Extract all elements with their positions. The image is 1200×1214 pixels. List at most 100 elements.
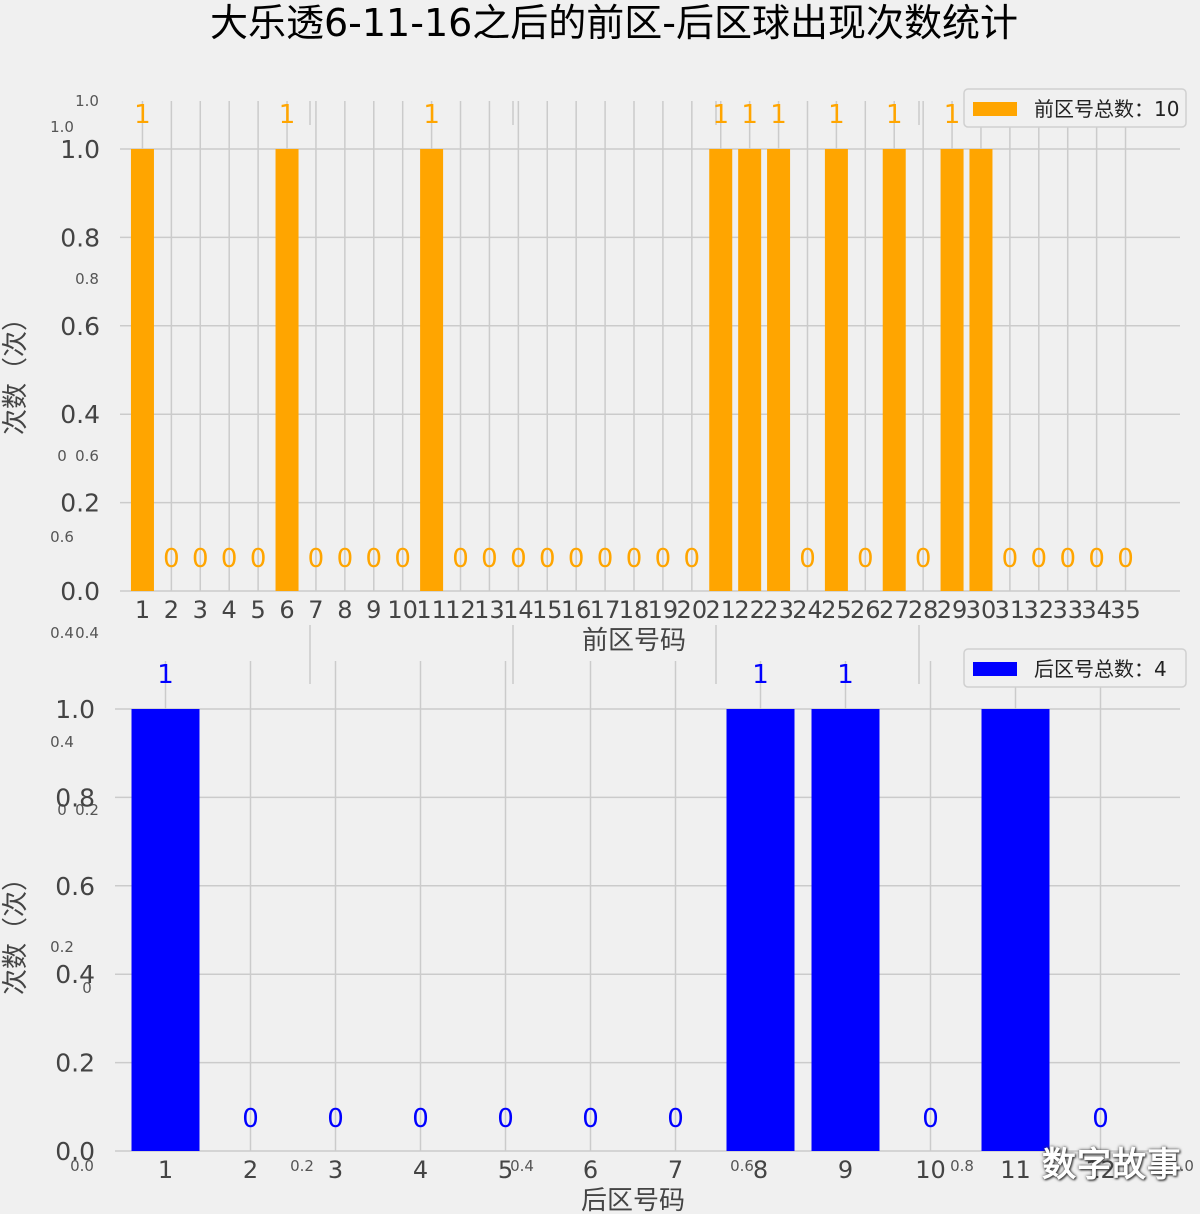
data-label: 0	[394, 544, 411, 574]
background-y-tick-label: 0	[57, 447, 67, 465]
x-tick-label: 8	[753, 1156, 768, 1184]
x-tick-label: 16	[561, 596, 592, 624]
data-label: 0	[365, 544, 382, 574]
front-zone-chart: 0.00.20.40.60.81.01120304050617080901001…	[1, 88, 1187, 656]
x-tick-label: 7	[308, 596, 323, 624]
background-y-tick-label: 0.6	[50, 528, 74, 546]
bar	[709, 149, 733, 591]
background-x-tick-label: 0.6	[730, 1157, 754, 1175]
bar	[726, 709, 795, 1151]
x-axis-label: 后区号码	[581, 1186, 685, 1214]
x-tick-label: 4	[413, 1156, 428, 1184]
data-label: 0	[452, 544, 469, 574]
data-label: 0	[655, 544, 672, 574]
chart-title: 大乐透6-11-16之后的前区-后区球出现次数统计	[210, 1, 1018, 45]
x-tick-label: 10	[387, 596, 418, 624]
x-tick-label: 30	[966, 596, 997, 624]
legend-label: 后区号总数：4	[1034, 657, 1167, 681]
data-label: 0	[242, 1104, 259, 1134]
data-label: 0	[857, 544, 874, 574]
data-label: 1	[828, 100, 845, 130]
y-tick-label: 1.0	[60, 135, 100, 164]
data-label: 0	[667, 1104, 684, 1134]
data-label: 0	[1002, 544, 1019, 574]
data-label: 0	[1031, 544, 1048, 574]
x-tick-label: 4	[222, 596, 237, 624]
x-tick-label: 14	[503, 596, 534, 624]
x-tick-label: 20	[677, 596, 708, 624]
y-tick-label: 0.6	[60, 312, 100, 341]
x-tick-label: 21	[705, 596, 736, 624]
x-tick-label: 9	[366, 596, 381, 624]
data-label: 1	[134, 100, 151, 130]
x-tick-label: 34	[1081, 596, 1112, 624]
background-y-tick-label: 0.2	[75, 801, 99, 819]
background-y-tick-label: 0.4	[75, 624, 99, 642]
x-tick-label: 6	[583, 1156, 598, 1184]
x-tick-label: 12	[445, 596, 476, 624]
background-y-tick-label: 0.2	[50, 938, 74, 956]
y-tick-label: 0.0	[60, 577, 100, 606]
x-tick-label: 27	[879, 596, 910, 624]
data-label: 0	[412, 1104, 429, 1134]
bar	[738, 149, 762, 591]
data-label: 0	[250, 544, 267, 574]
legend-label: 前区号总数：10	[1034, 97, 1179, 121]
data-label: 0	[308, 544, 325, 574]
x-tick-label: 25	[821, 596, 852, 624]
data-label: 0	[221, 544, 238, 574]
x-tick-label: 1	[158, 1156, 173, 1184]
x-tick-label: 10	[915, 1156, 946, 1184]
data-label: 1	[886, 100, 903, 130]
x-tick-label: 8	[337, 596, 352, 624]
legend-box	[963, 648, 1187, 688]
data-label: 0	[497, 1104, 514, 1134]
x-tick-label: 23	[763, 596, 794, 624]
y-tick-label: 0.4	[60, 400, 100, 429]
data-label: 0	[684, 544, 701, 574]
x-tick-label: 35	[1110, 596, 1141, 624]
x-tick-label: 15	[532, 596, 563, 624]
data-label: 0	[922, 1104, 939, 1134]
data-label: 0	[1092, 1104, 1109, 1134]
bar	[969, 149, 993, 591]
background-x-tick-label: 0.8	[950, 1157, 974, 1175]
x-axis-label: 前区号码	[582, 626, 686, 656]
y-tick-label: 0.2	[55, 1049, 95, 1078]
x-tick-label: 11	[1000, 1156, 1031, 1184]
x-tick-label: 7	[668, 1156, 683, 1184]
legend-box	[963, 88, 1187, 128]
x-tick-label: 2	[243, 1156, 258, 1184]
y-axis-label: 次数（次）	[1, 305, 31, 435]
x-tick-label: 2	[164, 596, 179, 624]
y-axis-label: 次数（次）	[1, 865, 31, 995]
data-label: 0	[163, 544, 180, 574]
x-tick-label: 5	[250, 596, 265, 624]
x-tick-label: 5	[498, 1156, 513, 1184]
legend-swatch	[973, 662, 1017, 676]
y-tick-label: 0.2	[60, 489, 100, 518]
background-y-tick-label: 0.8	[75, 270, 99, 288]
bar	[940, 149, 964, 591]
x-tick-label: 18	[619, 596, 650, 624]
x-tick-label: 32	[1024, 596, 1055, 624]
bar	[131, 709, 200, 1151]
bar	[811, 709, 880, 1151]
x-tick-label: 19	[648, 596, 679, 624]
x-tick-label: 1	[135, 596, 150, 624]
legend-swatch	[973, 102, 1017, 116]
data-label: 1	[837, 660, 854, 690]
data-label: 0	[582, 1104, 599, 1134]
bar	[981, 709, 1050, 1151]
y-tick-label: 0.0	[55, 1137, 95, 1166]
data-label: 0	[915, 544, 932, 574]
background-x-tick-label: 1.0	[1170, 1157, 1194, 1175]
data-label: 0	[597, 544, 614, 574]
background-y-tick-label: 0.4	[50, 733, 74, 751]
data-label: 0	[481, 544, 498, 574]
y-tick-label: 0.6	[55, 872, 95, 901]
bar	[767, 149, 791, 591]
background-y-tick-label: 0	[57, 801, 67, 819]
bar	[130, 149, 154, 591]
